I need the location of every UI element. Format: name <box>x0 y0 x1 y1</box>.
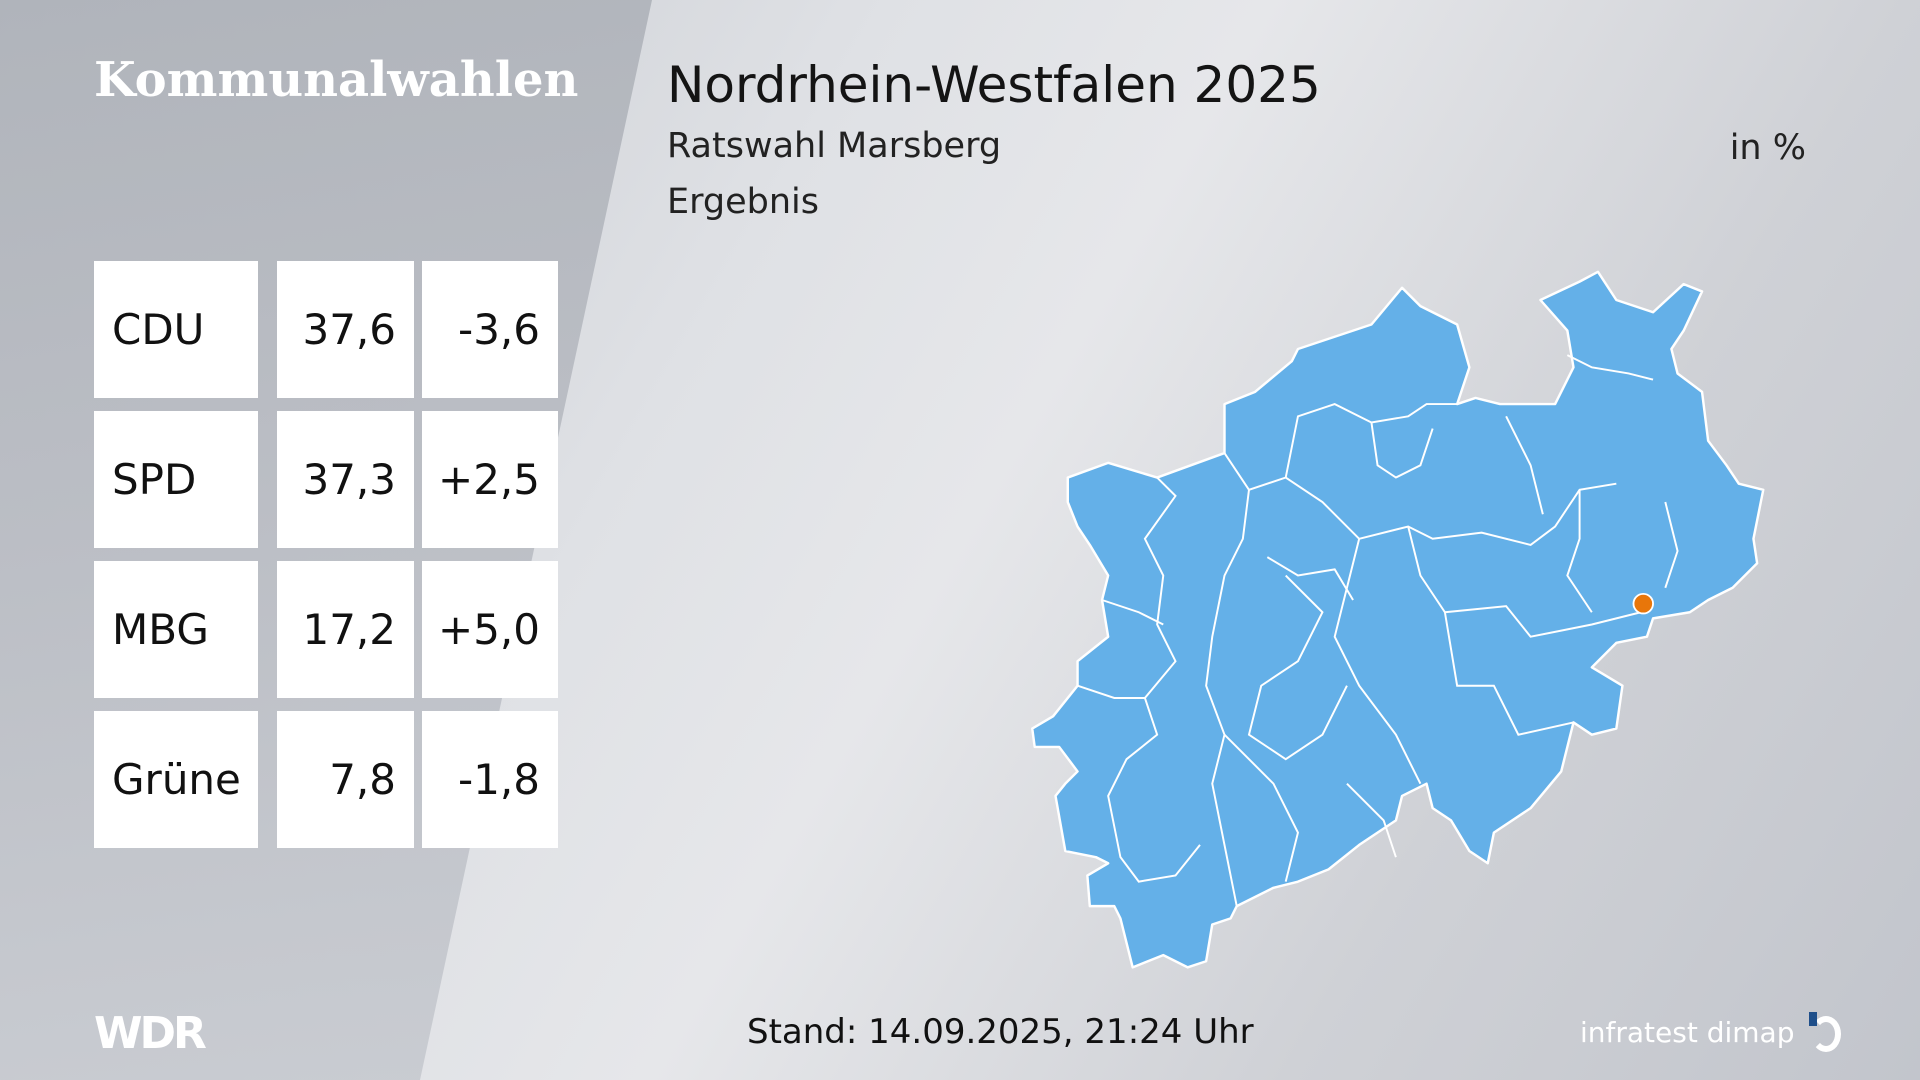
page-title: Nordrhein-Westfalen 2025 <box>667 56 1321 114</box>
result-party-cell: MBG <box>94 561 258 698</box>
timestamp: Stand: 14.09.2025, 21:24 Uhr <box>747 1012 1254 1052</box>
infratest-dimap-text: infratest dimap <box>1580 1016 1795 1049</box>
wdr-logo: WDR <box>94 1008 207 1059</box>
result-value-cell: 37,6 <box>277 261 414 398</box>
result-value-cell: 7,8 <box>277 711 414 848</box>
result-label: Ergebnis <box>667 182 819 222</box>
result-party-cell: Grüne <box>94 711 258 848</box>
nrw-outline <box>1031 270 1765 969</box>
infratest-dimap-icon <box>1809 1012 1842 1052</box>
result-change-cell: +2,5 <box>422 411 558 548</box>
infratest-dimap-logo: infratest dimap <box>1580 1012 1842 1052</box>
unit-label: in % <box>1729 128 1806 168</box>
brand-title: Kommunalwahlen <box>94 52 579 108</box>
result-value-cell: 17,2 <box>277 561 414 698</box>
result-value-cell: 37,3 <box>277 411 414 548</box>
result-change-cell: -1,8 <box>422 711 558 848</box>
result-change-cell: +5,0 <box>422 561 558 698</box>
result-party-cell: SPD <box>94 411 258 548</box>
district-borders <box>1077 354 1679 907</box>
result-party-cell: CDU <box>94 261 258 398</box>
marsberg-marker <box>1632 592 1654 615</box>
subtitle: Ratswahl Marsberg <box>667 126 1002 166</box>
result-change-cell: -3,6 <box>422 261 558 398</box>
